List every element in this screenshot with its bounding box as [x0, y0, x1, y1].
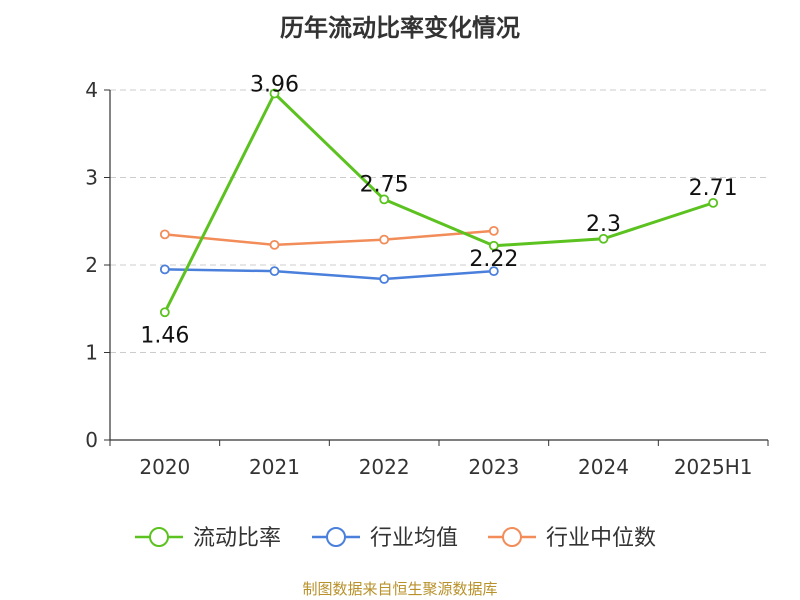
legend[interactable]: 流动比率 行业均值 行业中位数 — [135, 526, 656, 551]
legend-label: 行业中位数 — [546, 526, 656, 551]
data-point[interactable] — [598, 233, 609, 244]
x-tick-label: 2024 — [578, 455, 629, 479]
legend-marker — [149, 527, 169, 547]
series-line-0 — [163, 92, 714, 313]
x-tick-label: 2021 — [249, 455, 300, 479]
data-label: 2.22 — [469, 247, 518, 272]
data-point[interactable] — [159, 264, 170, 275]
data-label: 2.75 — [360, 172, 409, 197]
legend-marker — [502, 527, 522, 547]
data-point[interactable] — [159, 307, 170, 318]
legend-item-2[interactable]: 行业中位数 — [488, 526, 656, 551]
x-tick-label: 2022 — [359, 455, 410, 479]
data-label: 1.46 — [140, 323, 189, 348]
y-tick-label: 2 — [85, 253, 98, 277]
x-tick-label: 2025H1 — [674, 455, 753, 479]
legend-item-1[interactable]: 行业均值 — [312, 526, 458, 551]
data-point[interactable] — [269, 239, 280, 250]
data-point[interactable] — [379, 234, 390, 245]
legend-label: 流动比率 — [193, 526, 281, 551]
legend-marker — [326, 527, 346, 547]
chart-title: 历年流动比率变化情况 — [280, 14, 520, 42]
source-note: 制图数据来自恒生聚源数据库 — [302, 580, 498, 598]
y-tick-label: 4 — [85, 78, 98, 102]
data-labels: 1.46 3.96 2.75 2.22 2.3 2.71 — [140, 73, 737, 349]
data-point[interactable] — [488, 240, 499, 251]
legend-label: 行业均值 — [370, 526, 458, 551]
data-point[interactable] — [488, 225, 499, 236]
series-lines — [159, 88, 719, 318]
legend-item-0[interactable]: 流动比率 — [135, 526, 281, 551]
data-point[interactable] — [269, 88, 280, 99]
y-tick-label: 1 — [85, 341, 98, 365]
data-label: 3.96 — [250, 73, 299, 98]
x-tick-label: 2023 — [468, 455, 519, 479]
y-tick-label: 0 — [85, 428, 98, 452]
x-tick-label: 2020 — [139, 455, 190, 479]
data-point[interactable] — [379, 194, 390, 205]
data-label: 2.71 — [689, 176, 738, 201]
axes: 0 1 2 3 4 2020 2021 2022 2023 2024 2025H1 — [85, 78, 769, 479]
y-tick-label: 3 — [85, 166, 98, 190]
data-label: 2.3 — [586, 212, 621, 237]
series-line-1 — [164, 268, 494, 281]
data-point[interactable] — [269, 266, 280, 277]
data-point[interactable] — [379, 274, 390, 284]
series-line-2 — [164, 229, 494, 247]
data-point[interactable] — [488, 266, 499, 277]
data-point[interactable] — [708, 197, 719, 208]
data-point[interactable] — [159, 229, 170, 240]
